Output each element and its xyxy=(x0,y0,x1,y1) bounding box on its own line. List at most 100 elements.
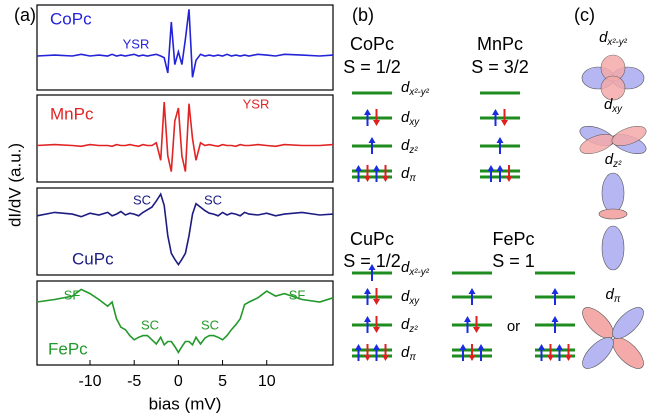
orbital-symbol: d xyxy=(606,286,615,303)
molecule-name: CoPc xyxy=(350,34,394,54)
lobe xyxy=(612,337,644,369)
orbital-label: dπ xyxy=(606,286,621,305)
orbital-subscript: z² xyxy=(408,145,418,156)
spin-value: S = 1/2 xyxy=(343,57,401,77)
spin-arrowhead xyxy=(364,176,371,182)
y-axis-label: dI/dV (a.u.) xyxy=(5,143,24,227)
plot-frame xyxy=(36,280,334,366)
annotation: SC xyxy=(141,317,159,332)
orbital-label: dz² xyxy=(401,316,418,335)
spin-value: S = 1 xyxy=(492,251,535,271)
lobe xyxy=(612,307,644,339)
orbital-symbol: d xyxy=(401,165,410,182)
orbital-shapes xyxy=(579,54,647,369)
spin-value: S = 3/2 xyxy=(471,57,529,77)
spin-arrowhead xyxy=(464,316,471,322)
orbital-symbol: d xyxy=(605,151,614,168)
molecule-name: FePc xyxy=(492,229,534,249)
orbital-label: dxy xyxy=(401,109,420,128)
spin-arrowhead xyxy=(368,137,376,143)
orbital-subscript: x²-y² xyxy=(408,267,429,278)
orbital-symbol: d xyxy=(401,344,410,361)
spin-arrowhead xyxy=(373,165,380,171)
annotation: SC xyxy=(204,192,222,207)
lobe xyxy=(601,225,625,271)
spin-arrowhead xyxy=(373,327,380,333)
spin-arrowhead xyxy=(468,288,476,294)
orbital-subscript: xy xyxy=(408,296,420,307)
spin-arrowhead xyxy=(382,176,389,182)
annotation: YSR xyxy=(243,96,270,111)
orbital-label: dx²-y² xyxy=(599,29,628,48)
spin-arrowhead xyxy=(547,355,554,361)
spin-arrowhead xyxy=(565,355,572,361)
annotation: SC xyxy=(133,192,151,207)
orbital-subscript: z² xyxy=(408,324,418,335)
panel-label: (b) xyxy=(352,5,374,25)
data-line xyxy=(36,192,334,267)
spin-arrowhead xyxy=(538,344,545,350)
lobe xyxy=(611,125,647,147)
orbital-label: dπ xyxy=(401,165,416,184)
orbital-label: dxy xyxy=(401,288,420,307)
orbital-label: dz² xyxy=(605,151,622,170)
spin-arrowhead xyxy=(492,109,499,115)
orbital-subscript: xy xyxy=(408,117,420,128)
x-tick-label: 10 xyxy=(258,373,276,390)
separator: or xyxy=(507,318,520,335)
spin-arrowhead xyxy=(556,344,563,350)
spin-value: S = 1/2 xyxy=(343,251,401,271)
orbital-symbol: d xyxy=(401,288,410,305)
spin-arrowhead xyxy=(505,176,513,182)
molecule-name: CuPc xyxy=(350,229,394,249)
spin-arrowhead xyxy=(373,299,380,305)
orbital-subscript: x²-y² xyxy=(606,37,627,48)
spin-arrowhead xyxy=(473,327,480,333)
spin-arrowhead xyxy=(364,355,371,361)
spin-arrowhead xyxy=(373,120,380,126)
annotation: SF xyxy=(289,287,306,302)
spin-arrowhead xyxy=(368,264,376,270)
lobe xyxy=(600,75,626,101)
orbital-subscript: xy xyxy=(611,104,623,115)
spin-arrowhead xyxy=(364,288,371,294)
series-label: CuPc xyxy=(72,249,114,268)
plot-frame xyxy=(36,4,334,91)
orbital-subscript: π xyxy=(409,173,416,184)
spin-arrowhead xyxy=(364,109,371,115)
spin-arrowhead xyxy=(355,165,362,171)
spin-arrowhead xyxy=(468,355,476,361)
molecule-name: MnPc xyxy=(477,34,523,54)
series-label: MnPc xyxy=(50,104,94,123)
orbital-symbol: d xyxy=(401,259,410,276)
panel-label: (a) xyxy=(14,5,36,25)
orbital-label: dz² xyxy=(401,137,418,156)
spin-arrowhead xyxy=(477,344,485,350)
x-tick-label: -10 xyxy=(78,373,101,390)
spin-arrowhead xyxy=(487,165,495,171)
plot-frame xyxy=(36,94,334,183)
spin-arrowhead xyxy=(459,344,467,350)
orbital-symbol: d xyxy=(401,316,410,333)
orbital-symbol: d xyxy=(401,109,410,126)
series-label: CoPc xyxy=(50,9,92,28)
annotation: YSR xyxy=(123,36,150,51)
plot-frame xyxy=(36,187,334,276)
spin-arrowhead xyxy=(364,316,371,322)
annotation: SF xyxy=(64,287,81,302)
x-tick-label: 5 xyxy=(218,373,227,390)
data-line xyxy=(36,101,334,172)
lobe xyxy=(601,172,625,214)
orbital-label: dπ xyxy=(401,344,416,363)
spin-arrowhead xyxy=(501,120,508,126)
x-axis-label: bias (mV) xyxy=(149,394,222,413)
annotation: SC xyxy=(201,317,219,332)
orbital-label: dx²-y² xyxy=(401,259,430,278)
orbital-subscript: z² xyxy=(612,159,622,170)
orbital-symbol: d xyxy=(604,96,613,113)
series-label: FePc xyxy=(48,339,88,358)
spin-arrowhead xyxy=(551,288,559,294)
lobe xyxy=(582,307,614,339)
orbital-subscript: π xyxy=(614,294,621,305)
